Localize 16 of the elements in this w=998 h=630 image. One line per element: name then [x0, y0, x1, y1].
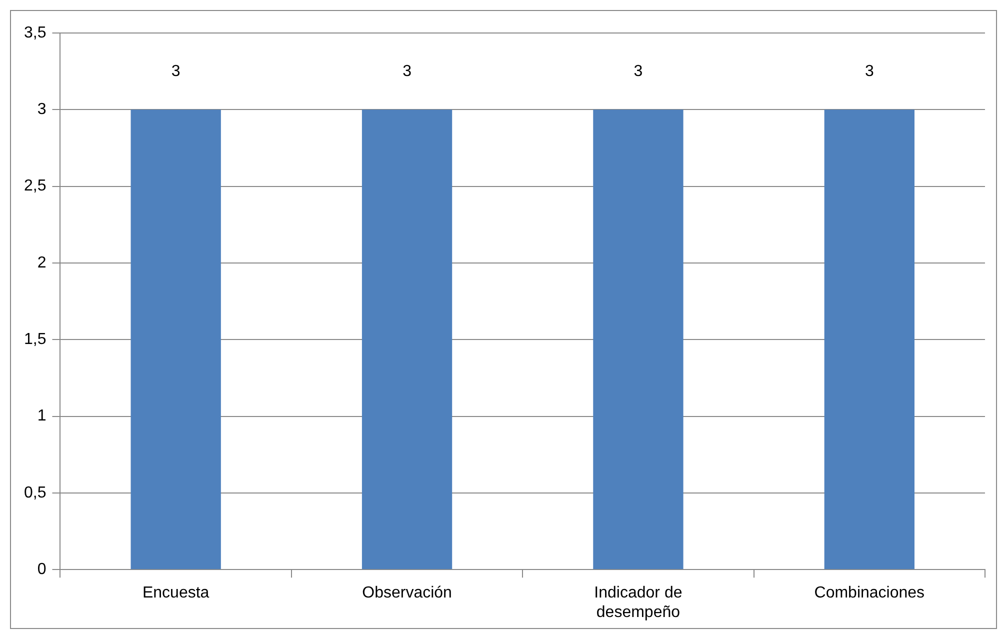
y-tick-label: 0 [37, 561, 46, 578]
x-tick-label: Combinaciones [814, 584, 925, 602]
data-label: 3 [864, 63, 874, 80]
y-tick-label: 1,5 [24, 331, 46, 348]
data-label: 3 [171, 63, 180, 80]
y-tick-label: 2,5 [24, 178, 46, 195]
y-tick-label: 0,5 [24, 484, 46, 502]
y-tick-label: 3,5 [24, 24, 46, 42]
y-tick-label: 2 [37, 254, 46, 272]
data-label: 3 [402, 63, 412, 80]
data-label: 3 [634, 63, 643, 80]
x-tick-label: Indicador de desempeño [594, 584, 682, 621]
y-tick-label: 3 [37, 101, 46, 118]
y-tick-label: 1 [37, 408, 46, 425]
x-tick-label: Encuesta [142, 584, 210, 602]
x-tick-label: Observación [362, 584, 452, 602]
